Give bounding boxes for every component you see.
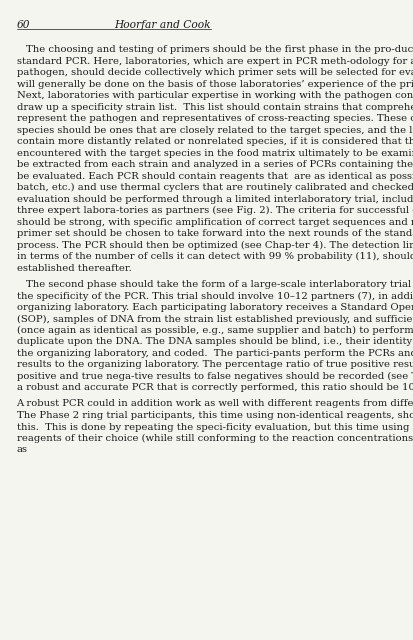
Text: 60: 60 (17, 20, 30, 30)
Text: reagents of their choice (while still conforming to the reaction concentrations : reagents of their choice (while still co… (17, 434, 413, 443)
Text: The second phase should take the form of a large-scale interlaboratory trial to : The second phase should take the form of… (26, 280, 413, 289)
Text: The Phase 2 ring trial participants, this time using non-identical reagents, sho: The Phase 2 ring trial participants, thi… (17, 411, 413, 420)
Text: batch, etc.) and use thermal cyclers that are routinely calibrated and checked. : batch, etc.) and use thermal cyclers tha… (17, 183, 413, 193)
Text: A robust PCR could in addition work as well with different reagents from differe: A robust PCR could in addition work as w… (17, 399, 413, 408)
Text: Hoorfar and Cook: Hoorfar and Cook (114, 20, 211, 30)
Text: The choosing and testing of primers should be the first phase in the pro-duction: The choosing and testing of primers shou… (26, 45, 413, 54)
Text: represent the pathogen and representatives of cross-reacting species. These othe: represent the pathogen and representativ… (17, 115, 413, 124)
Text: primer set should be chosen to take forward into the next rounds of the standard: primer set should be chosen to take forw… (17, 229, 413, 238)
Text: encountered with the target species in the food matrix ultimately to be examined: encountered with the target species in t… (17, 148, 413, 158)
Text: contain more distantly related or nonrelated species, if it is considered that t: contain more distantly related or nonrel… (17, 138, 413, 147)
Text: (once again as identical as possible, e.g., same supplier and batch) to perform : (once again as identical as possible, e.… (17, 326, 413, 335)
Text: a robust and accurate PCR that is correctly performed, this ratio should be 100%: a robust and accurate PCR that is correc… (17, 383, 413, 392)
Text: established thereafter.: established thereafter. (17, 264, 131, 273)
Text: be extracted from each strain and analyzed in a series of PCRs containing the pr: be extracted from each strain and analyz… (17, 160, 413, 170)
Text: in terms of the number of cells it can detect with 99 % probability (11), should: in terms of the number of cells it can d… (17, 252, 413, 261)
Text: standard PCR. Here, laboratories, which are expert in PCR meth-odology for a par: standard PCR. Here, laboratories, which … (17, 57, 413, 66)
Text: three expert labora-tories as partners (see Fig. 2). The criteria for successful: three expert labora-tories as partners (… (17, 206, 413, 216)
Text: draw up a specificity strain list.  This list should contain strains that compre: draw up a specificity strain list. This … (17, 103, 413, 112)
Text: should be strong, with specific amplification of correct target sequences and no: should be strong, with specific amplific… (17, 218, 413, 227)
Text: organizing laboratory. Each participating laboratory receives a Standard Operati: organizing laboratory. Each participatin… (17, 303, 413, 312)
Text: process. The PCR should then be optimized (see Chap-ter 4). The detection limit : process. The PCR should then be optimize… (17, 241, 413, 250)
Text: results to the organizing laboratory. The percentage ratio of true positive resu: results to the organizing laboratory. Th… (17, 360, 413, 369)
Text: will generally be done on the basis of those laboratories’ experience of the pri: will generally be done on the basis of t… (17, 80, 413, 89)
Text: species should be ones that are closely related to the target species, and the l: species should be ones that are closely … (17, 126, 413, 135)
Text: pathogen, should decide collectively which primer sets will be selected for eval: pathogen, should decide collectively whi… (17, 68, 413, 77)
Text: (SOP), samples of DNA from the strain list established previously, and sufficien: (SOP), samples of DNA from the strain li… (17, 314, 413, 324)
Text: as: as (17, 445, 28, 454)
Text: be evaluated. Each PCR should contain reagents that  are as identical as possibl: be evaluated. Each PCR should contain re… (17, 172, 413, 181)
Text: positive and true nega-tive results to false negatives should be recorded (see T: positive and true nega-tive results to f… (17, 372, 413, 381)
Text: the specificity of the PCR. This trial should involve 10–12 partners (7), in add: the specificity of the PCR. This trial s… (17, 291, 413, 301)
Text: duplicate upon the DNA. The DNA samples should be blind, i.e., their identity kn: duplicate upon the DNA. The DNA samples … (17, 337, 413, 346)
Text: evaluation should be performed through a limited interlaboratory trial, includin: evaluation should be performed through a… (17, 195, 413, 204)
Text: the organizing laboratory, and coded.  The partici-pants perform the PCRs and re: the organizing laboratory, and coded. Th… (17, 349, 413, 358)
Text: Next, laboratories with particular expertise in working with the pathogen concer: Next, laboratories with particular exper… (17, 92, 413, 100)
Text: this.  This is done by repeating the speci-ficity evaluation, but this time usin: this. This is done by repeating the spec… (17, 422, 413, 431)
